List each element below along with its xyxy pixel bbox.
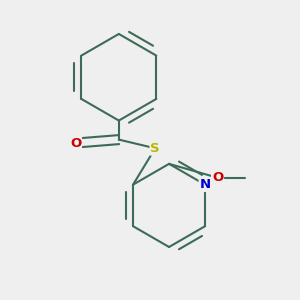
Text: O: O bbox=[212, 171, 223, 184]
Text: S: S bbox=[150, 142, 160, 155]
Text: N: N bbox=[200, 178, 211, 191]
Text: O: O bbox=[70, 136, 81, 150]
